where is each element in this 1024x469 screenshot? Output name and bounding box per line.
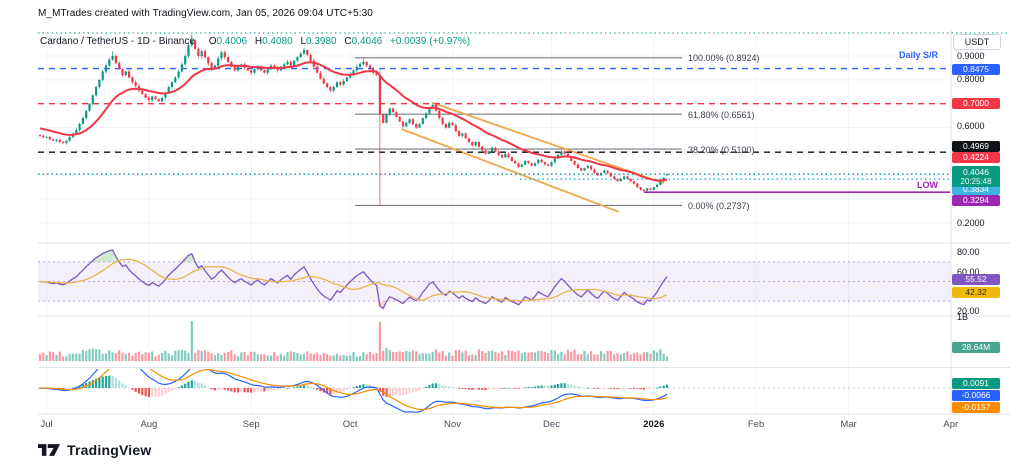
price-tick-label: 0.6000	[957, 121, 985, 131]
rsi-pane[interactable]	[38, 249, 950, 310]
fib-level-label: 61.80% (0.6561)	[688, 109, 755, 120]
fib-level-label: 38.20% (0.5100)	[688, 144, 755, 155]
fib-retracement	[355, 57, 682, 206]
close-label: C	[344, 36, 352, 47]
time-tick-label: Dec	[543, 419, 560, 430]
macd-value-badge: -0.0066	[952, 389, 1000, 401]
price-level-badge: 0.4969	[952, 140, 1000, 152]
price-level-badge: 0.7000	[952, 97, 1000, 109]
time-tick-label: Feb	[747, 419, 765, 430]
change-value: +0.0039 (+0.97%)	[390, 36, 471, 47]
macd-line	[39, 369, 668, 413]
fib-level-label: 0.00% (0.2737)	[688, 200, 750, 211]
last-price-badge: 0.4046 20:25:48	[952, 166, 1000, 187]
open-value: 0.4006	[216, 36, 248, 47]
tradingview-brand-text: TradingView	[67, 442, 152, 458]
low-label[interactable]: LOW	[917, 180, 938, 190]
last-price-value: 0.4046	[963, 167, 989, 177]
macd-value-badge: -0.0157	[952, 401, 1000, 413]
time-tick-label: Jul	[40, 419, 53, 430]
volume-tick-label: 1B	[957, 312, 969, 322]
price-tick-label: 0.8000	[957, 74, 985, 84]
fib-level-label: 100.00% (0.8924)	[688, 53, 760, 64]
open-label: O	[208, 36, 217, 47]
price-level-badge: 0.4224	[952, 151, 1000, 163]
symbol-legend: Cardano / TetherUS - 1D - Binance O0.400…	[40, 36, 470, 47]
high-label: H	[254, 36, 263, 47]
rsi-tick-label: 80.00	[957, 247, 980, 257]
price-level-badge: 0.8475	[952, 63, 1000, 75]
time-tick-label: Nov	[444, 419, 461, 430]
ema-line[interactable]	[39, 61, 668, 182]
tradingview-mark-icon	[38, 444, 60, 456]
rsi-tick-label: 20.00	[957, 306, 980, 316]
daily-sr-label[interactable]: Daily S/R	[898, 50, 938, 60]
bar-countdown: 20:25:48	[960, 177, 992, 186]
macd-pane[interactable]	[38, 353, 950, 413]
high-value: 0.4080	[262, 36, 293, 47]
descending-channel-line[interactable]	[432, 102, 664, 184]
candlestick-series[interactable]	[38, 34, 669, 206]
price-tick-label: 0.2000	[957, 218, 985, 228]
rsi-value-badge: 55.52	[952, 273, 1000, 285]
tradingview-logo[interactable]: TradingView	[38, 442, 151, 458]
close-value: 0.4046	[351, 36, 383, 47]
currency-button[interactable]: USDT	[953, 34, 1001, 50]
price-level-badge: 0.3834	[952, 183, 1000, 195]
descending-channel-line[interactable]	[401, 128, 619, 213]
rsi-tick-label: 60.00	[957, 267, 980, 277]
macd-value-badge: 0.0091	[952, 377, 1000, 389]
time-tick-label: Sep	[242, 419, 260, 430]
price-tick-label: 0.9000	[957, 51, 985, 61]
time-tick-label: Aug	[140, 419, 158, 430]
low-value: 0.3980	[306, 36, 337, 47]
time-tick-label: Oct	[342, 419, 358, 430]
volume-pane[interactable]	[38, 321, 669, 361]
time-tick-label: Apr	[943, 419, 959, 430]
price-level-badge: 0.3294	[952, 194, 1000, 206]
time-axis[interactable]	[38, 415, 951, 433]
rsi-ma-line	[39, 258, 668, 302]
time-tick-label: 2026	[643, 419, 665, 430]
watermark-text: M_MTrades created with TradingView.com, …	[38, 8, 373, 19]
symbol-title[interactable]: Cardano / TetherUS - 1D - Binance	[40, 36, 195, 47]
rsi-line	[39, 249, 668, 310]
volume-value-badge: 28.64M	[952, 341, 1000, 353]
time-tick-label: Mar	[840, 419, 857, 430]
rsi-value-badge: 42.32	[952, 286, 1000, 298]
macd-signal-line	[40, 369, 668, 411]
low-label: L	[300, 36, 307, 47]
